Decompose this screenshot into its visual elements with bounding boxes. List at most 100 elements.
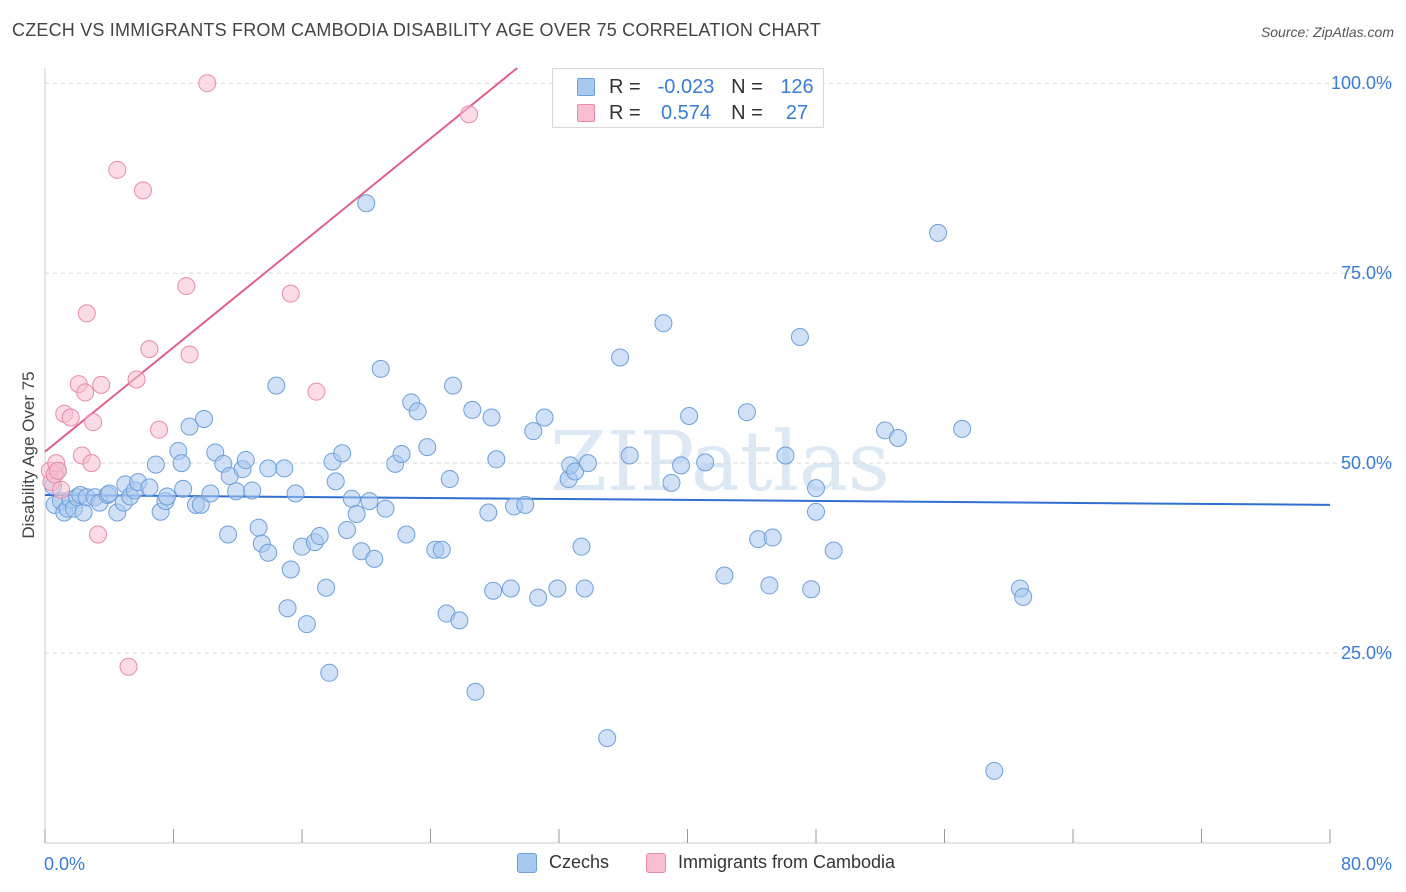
cambodia-point bbox=[198, 74, 217, 93]
czech-point bbox=[371, 359, 390, 378]
czech-point bbox=[286, 484, 305, 503]
cambodia-point bbox=[307, 382, 326, 401]
czech-point bbox=[201, 484, 220, 503]
czech-point bbox=[74, 503, 93, 522]
czech-trend-line bbox=[44, 494, 1331, 506]
n-label: N = bbox=[731, 101, 763, 124]
czech-point bbox=[479, 503, 498, 522]
cambodia-point bbox=[52, 480, 71, 499]
czech-point bbox=[802, 580, 821, 599]
czech-point bbox=[1014, 587, 1033, 606]
r-label: R = bbox=[609, 75, 641, 98]
cambodia-point bbox=[281, 284, 300, 303]
czech-point bbox=[146, 455, 165, 474]
czech-point bbox=[760, 576, 779, 595]
cambodia-point bbox=[82, 454, 101, 473]
czech-point bbox=[172, 454, 191, 473]
cambodia-point bbox=[77, 304, 96, 323]
watermark: ZIPatlas bbox=[550, 415, 890, 510]
czech-point bbox=[620, 446, 639, 465]
czech-point bbox=[824, 541, 843, 560]
czech-point bbox=[611, 348, 630, 367]
czech-point bbox=[227, 482, 246, 501]
czech-point bbox=[985, 761, 1004, 780]
czech-point bbox=[572, 537, 591, 556]
legend-label-czechs: Czechs bbox=[549, 852, 610, 872]
legend-item-cambodia[interactable]: Immigrants from Cambodia bbox=[646, 852, 895, 873]
y-tick-label: 25.0% bbox=[1341, 643, 1392, 663]
axes bbox=[44, 68, 1331, 844]
x-tick-label: 80.0% bbox=[1341, 854, 1392, 874]
czech-point bbox=[180, 417, 199, 436]
legend-row-czechs: R = -0.023 N = 126 bbox=[577, 75, 827, 99]
y-tick-label: 50.0% bbox=[1341, 453, 1392, 473]
czech-point bbox=[297, 615, 316, 634]
czech-point bbox=[662, 473, 681, 492]
czech-point bbox=[249, 518, 268, 537]
czech-point bbox=[392, 444, 411, 463]
chart-title: CZECH VS IMMIGRANTS FROM CAMBODIA DISABI… bbox=[12, 20, 821, 40]
czech-point bbox=[275, 459, 294, 478]
czech-point bbox=[418, 438, 437, 457]
czech-point bbox=[487, 450, 506, 469]
czech-point bbox=[524, 422, 543, 441]
czechs-swatch bbox=[577, 78, 595, 96]
cambodia-point bbox=[127, 370, 146, 389]
czech-point bbox=[397, 525, 416, 544]
czech-point bbox=[281, 560, 300, 579]
cambodia-point bbox=[177, 277, 196, 296]
czech-point bbox=[535, 408, 554, 427]
grid-lines bbox=[45, 82, 1392, 654]
cambodia-point bbox=[92, 375, 111, 394]
czech-point bbox=[310, 527, 329, 546]
r-value: -0.023 bbox=[657, 75, 715, 98]
czech-point bbox=[259, 543, 278, 562]
n-label: N = bbox=[731, 75, 763, 98]
czech-point bbox=[598, 729, 617, 748]
czech-point bbox=[408, 402, 427, 421]
cambodia-point bbox=[119, 657, 138, 676]
czech-point bbox=[807, 502, 825, 521]
y-tick-label: 100.0% bbox=[1331, 73, 1392, 93]
czech-point bbox=[450, 611, 469, 630]
data-points bbox=[40, 74, 1033, 780]
cambodia-point bbox=[150, 420, 169, 439]
legend-row-cambodia: R = 0.574 N = 27 bbox=[577, 101, 827, 125]
czech-point bbox=[326, 472, 345, 491]
czech-point bbox=[243, 481, 262, 500]
czech-point bbox=[466, 682, 485, 701]
cambodia-point bbox=[460, 105, 479, 124]
czech-point bbox=[482, 408, 501, 427]
legend-item-czechs[interactable]: Czechs bbox=[517, 852, 609, 873]
czech-point bbox=[236, 451, 255, 470]
czech-point bbox=[333, 444, 352, 463]
czech-point bbox=[484, 581, 503, 600]
czech-point bbox=[776, 446, 795, 465]
czech-point bbox=[463, 400, 482, 419]
czech-point bbox=[158, 487, 177, 506]
czech-point bbox=[259, 459, 278, 478]
czech-point bbox=[516, 495, 535, 514]
cambodia-point bbox=[61, 408, 80, 427]
cambodia-swatch bbox=[646, 852, 666, 873]
czech-point bbox=[440, 470, 459, 489]
axis-labels: 25.0% 50.0% 75.0% 100.0% 0.0% 80.0% Disability… bbox=[19, 73, 1392, 874]
czech-point bbox=[267, 376, 286, 395]
czech-point bbox=[888, 429, 907, 448]
cambodia-point bbox=[133, 181, 152, 200]
czech-point bbox=[278, 599, 297, 618]
cambodia-point bbox=[180, 345, 199, 364]
czech-point bbox=[219, 525, 238, 544]
r-label: R = bbox=[609, 101, 641, 124]
czech-point bbox=[672, 456, 691, 475]
czech-point bbox=[342, 489, 361, 508]
r-value: 0.574 bbox=[660, 101, 712, 124]
czech-point bbox=[317, 578, 336, 597]
x-tick-label: 0.0% bbox=[44, 854, 85, 874]
czech-point bbox=[432, 540, 451, 559]
correlation-legend: R = -0.023 N = 126 R = 0.574 N = 27 bbox=[552, 68, 824, 128]
czech-point bbox=[737, 403, 756, 422]
cambodia-point bbox=[140, 340, 159, 359]
czech-point bbox=[501, 579, 520, 598]
cambodia-point bbox=[48, 461, 67, 480]
